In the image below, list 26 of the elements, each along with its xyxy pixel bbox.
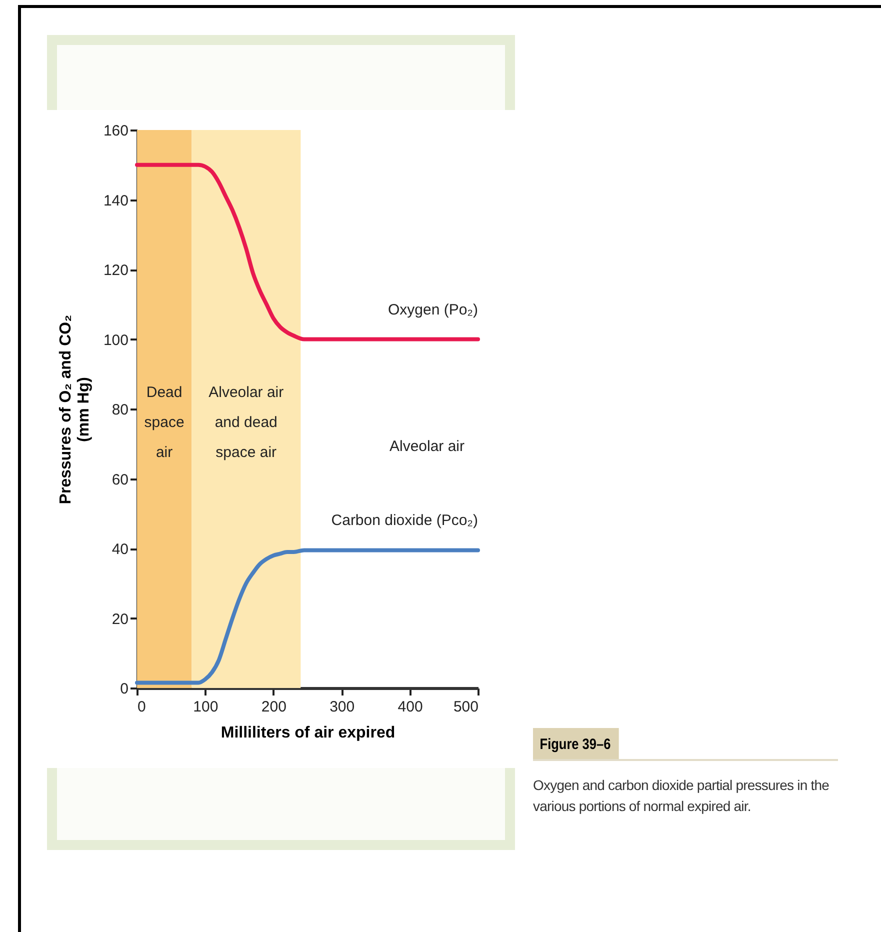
x-tick-label: 100: [193, 698, 218, 716]
y-tick-label: 0: [120, 680, 128, 698]
y-tick-label: 120: [103, 262, 128, 279]
y-tick-label: 100: [103, 332, 128, 349]
text: Oxygen and carbon dioxide partial pressures in the various portions of normal expired air.: [533, 776, 830, 816]
y-tick-label: 80: [112, 402, 128, 418]
x-tick-label: 500: [453, 698, 478, 716]
series-label: Oxygen (Po₂): [388, 301, 478, 318]
y-tick-label: 20: [112, 610, 128, 628]
x-tick-label: 0: [138, 698, 146, 716]
y-tick-label: 60: [112, 471, 128, 488]
y-tick-label: 40: [112, 541, 128, 558]
y-tick-label: 140: [103, 192, 128, 210]
y-axis-title: Pressures of O₂ and CO₂ (mm Hg): [57, 314, 92, 504]
band-label: Alveolar air and dead space air: [208, 384, 284, 461]
band-label: Dead space air: [144, 384, 184, 461]
x-tick-label: 300: [330, 698, 355, 716]
line-series: [135, 162, 480, 342]
x-tick-label: 400: [398, 698, 423, 716]
text: Figure 39–6: [533, 728, 620, 759]
y-tick-label: 160: [103, 122, 128, 140]
x-tick-label: 200: [261, 698, 286, 716]
series-label: Carbon dioxide (Pco₂): [331, 512, 478, 530]
x-axis-title: Milliliters of air expired: [220, 724, 396, 742]
line-series: [135, 548, 480, 685]
annotation: Alveolar air: [389, 438, 465, 455]
